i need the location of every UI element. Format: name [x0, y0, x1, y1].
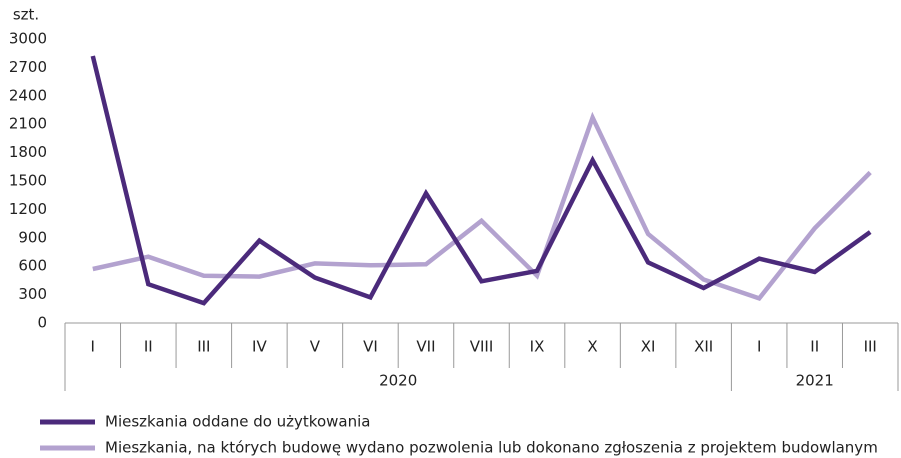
y-tick-label: 3000	[9, 30, 47, 48]
y-axis-label: szt.	[13, 6, 39, 24]
y-tick-label: 2700	[9, 58, 47, 76]
x-tick-label: II	[810, 338, 819, 356]
series-line	[90, 55, 872, 306]
x-tick-label: XII	[694, 338, 713, 356]
x-group-label: 2020	[379, 372, 417, 390]
y-tick-label: 600	[18, 257, 47, 275]
x-tick-label: IV	[252, 338, 267, 356]
y-tick-label: 1800	[9, 143, 47, 161]
y-tick-label: 900	[18, 228, 47, 246]
legend-label: Mieszkania, na których budowę wydano poz…	[105, 439, 878, 457]
x-tick-label: VI	[363, 338, 378, 356]
x-tick-label: X	[587, 338, 597, 356]
x-tick-label: XI	[641, 338, 656, 356]
x-tick-label: I	[757, 338, 761, 356]
x-tick-label: III	[864, 338, 877, 356]
x-tick-label: IX	[530, 338, 545, 356]
x-tick-label: V	[310, 338, 321, 356]
x-tick-label: II	[144, 338, 153, 356]
x-tick-label: I	[91, 338, 95, 356]
y-tick-label: 0	[37, 314, 47, 332]
y-tick-label: 2100	[9, 115, 47, 133]
y-tick-label: 2400	[9, 86, 47, 104]
x-group-label: 2021	[796, 372, 834, 390]
legend-label: Mieszkania oddane do użytkowania	[105, 413, 370, 431]
y-tick-label: 1200	[9, 200, 47, 218]
x-tick-label: III	[197, 338, 210, 356]
x-tick-label: VIII	[470, 338, 494, 356]
series-line	[92, 111, 872, 302]
x-tick-label: VII	[416, 338, 435, 356]
y-tick-label: 300	[18, 285, 47, 303]
y-tick-label: 1500	[9, 172, 47, 190]
